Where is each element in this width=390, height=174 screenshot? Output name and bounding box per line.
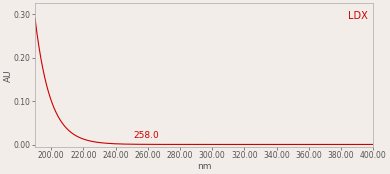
X-axis label: nm: nm bbox=[197, 161, 211, 171]
Y-axis label: AU: AU bbox=[4, 69, 12, 82]
Text: 258.0: 258.0 bbox=[133, 131, 159, 140]
Text: LDX: LDX bbox=[348, 11, 368, 21]
